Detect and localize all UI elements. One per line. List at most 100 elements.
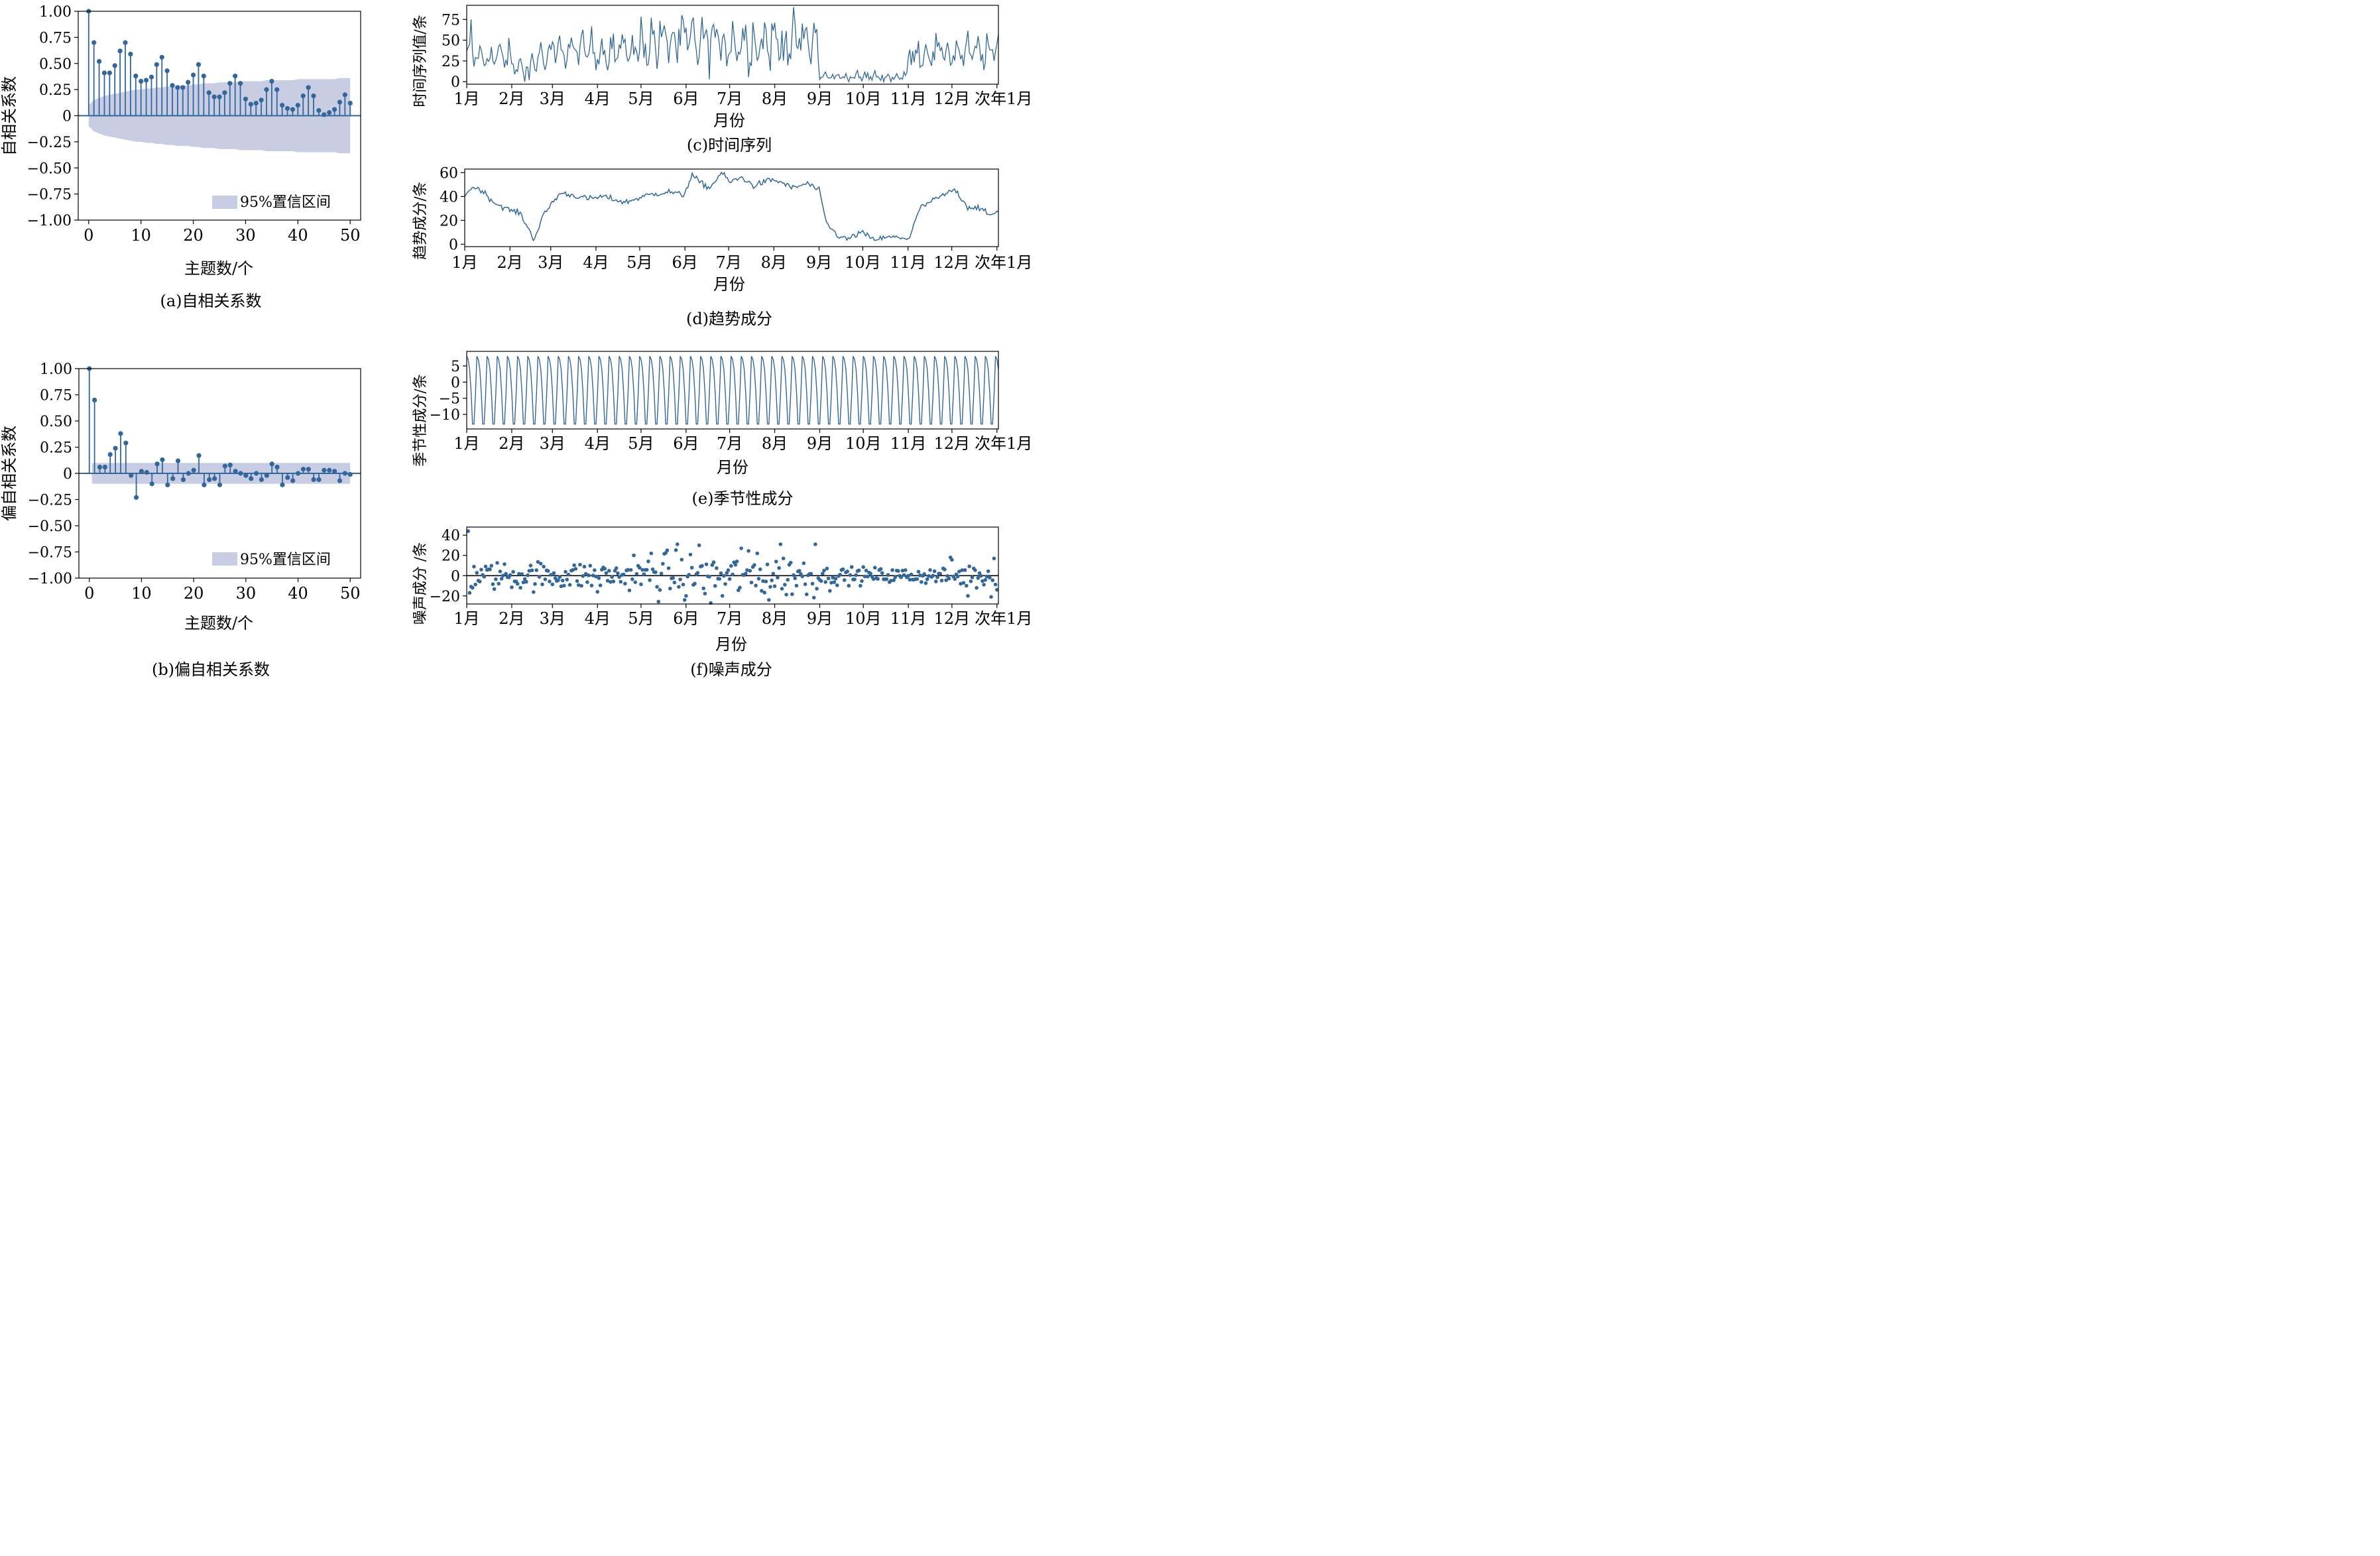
noise-xtick-label-5: 6月: [673, 609, 699, 628]
acf-stem-15: [164, 68, 170, 116]
pacf-stem-37: [280, 473, 285, 487]
acf-stem-7: [123, 40, 128, 116]
acf-stem-25: [217, 94, 222, 116]
acf-stem-marker-44: [316, 108, 322, 113]
pacf-stem-44: [316, 473, 322, 483]
acf-stem-1: [91, 40, 97, 116]
pacf-stem-marker-33: [259, 477, 265, 483]
noise-point-285: [878, 567, 883, 571]
trend-panel: 1月 2月 3月 4月 5月 6月 7月 8月 9月 10月 11月 12月 次年1月 0 20 40 60 月…: [412, 165, 1032, 328]
noise-point-270: [857, 568, 861, 573]
noise-point-13: [483, 564, 488, 569]
noise-point-31: [510, 585, 514, 589]
noise-point-59: [550, 582, 555, 587]
noise-ytick-label: 40: [442, 528, 460, 544]
noise-point-171: [713, 583, 717, 588]
noise-point-1: [466, 529, 470, 533]
noise-xtick-label-6: 7月: [717, 609, 743, 628]
pacf-stem-45: [322, 467, 327, 473]
noise-point-41: [524, 579, 528, 584]
timeseries-xtick-label-10: 11月: [890, 90, 927, 108]
pacf-stem-38: [285, 473, 290, 480]
noise-point-182: [729, 564, 733, 568]
noise-xtick-label-11: 12月: [934, 609, 971, 628]
noise-point-286: [880, 571, 884, 575]
noise-point-262: [845, 569, 849, 573]
noise-point-281: [872, 566, 877, 570]
noise-point-357: [983, 578, 988, 582]
noise-point-315: [922, 572, 927, 576]
noise-point-143: [672, 580, 677, 585]
noise-point-227: [794, 583, 799, 588]
seasonal-xtick-label-7: 8月: [762, 434, 788, 453]
noise-point-280: [871, 577, 876, 581]
pacf-stem-23: [207, 473, 212, 483]
noise-point-223: [788, 560, 793, 565]
noise-point-267: [853, 577, 857, 581]
acf-stem-marker-25: [217, 94, 222, 99]
noise-point-101: [611, 579, 616, 583]
noise-point-248: [825, 566, 829, 571]
trend-ytick-label: 60: [440, 165, 458, 182]
noise-point-209: [768, 585, 772, 589]
acf-ytick-label: −0.25: [27, 135, 72, 151]
noise-point-23: [498, 569, 503, 573]
seasonal-xtick-label-5: 6月: [673, 434, 699, 453]
noise-point-180: [726, 568, 731, 572]
noise-point-75: [573, 567, 578, 571]
pacf-stem-42: [306, 467, 311, 473]
noise-point-65: [559, 584, 564, 589]
acf-stem-5: [112, 63, 117, 116]
pacf-xtick-label: 20: [184, 584, 204, 603]
acf-stem-18: [180, 85, 186, 116]
pacf-stem-marker-35: [269, 461, 274, 467]
noise-point-332: [947, 576, 951, 581]
noise-point-120: [639, 582, 643, 587]
noise-point-163: [701, 586, 705, 591]
acf-stem-36: [274, 87, 280, 116]
noise-point-352: [976, 576, 981, 580]
trend-line: [464, 171, 999, 242]
noise-point-56: [546, 569, 550, 573]
pacf-stem-28: [233, 469, 238, 474]
acf-ytick-label: 0: [62, 109, 72, 125]
noise-xtick-label-10: 11月: [890, 609, 927, 628]
noise-point-174: [717, 577, 722, 581]
noise-point-69: [565, 577, 569, 582]
pacf-stem-35: [269, 461, 274, 473]
noise-point-203: [760, 589, 764, 593]
noise-point-334: [950, 558, 954, 562]
trend-caption: (d)趋势成分: [686, 310, 772, 328]
acf-stem-marker-20: [190, 72, 196, 78]
trend-xtick-label-10: 11月: [890, 253, 926, 272]
pacf-stem-marker-11: [144, 469, 149, 475]
pacf-stem-27: [227, 462, 233, 473]
acf-stem-marker-11: [143, 78, 149, 83]
noise-point-85: [588, 564, 593, 568]
noise-ytick-label: 20: [442, 548, 460, 565]
acf-stem-38: [284, 105, 290, 116]
noise-point-4: [470, 585, 475, 590]
noise-point-327: [939, 578, 944, 583]
noise-point-264: [848, 573, 853, 577]
acf-xtick-label: 40: [288, 226, 308, 245]
noise-point-124: [644, 568, 649, 572]
noise-point-313: [920, 580, 923, 584]
acf-stem-50: [347, 101, 353, 116]
seasonal-xtick-label-6: 7月: [717, 434, 743, 453]
trend-xtick-label-0: 1月: [451, 253, 477, 272]
pacf-stem-marker-46: [327, 467, 332, 473]
noise-x-axis-label: 月份: [715, 635, 747, 654]
acf-stem-43: [311, 93, 316, 116]
noise-point-138: [665, 548, 670, 552]
acf-ytick-label: −0.50: [27, 160, 72, 177]
acf-stem-marker-28: [233, 74, 238, 79]
noise-point-201: [756, 577, 761, 581]
noise-point-237: [809, 571, 813, 576]
timeseries-xtick-label-6: 7月: [717, 90, 743, 108]
noise-point-21: [495, 561, 499, 565]
acf-y-axis-label: 自相关系数: [0, 76, 19, 156]
noise-point-200: [755, 551, 760, 556]
pacf-stem-marker-47: [332, 469, 337, 474]
pacf-stem-marker-50: [347, 471, 353, 477]
